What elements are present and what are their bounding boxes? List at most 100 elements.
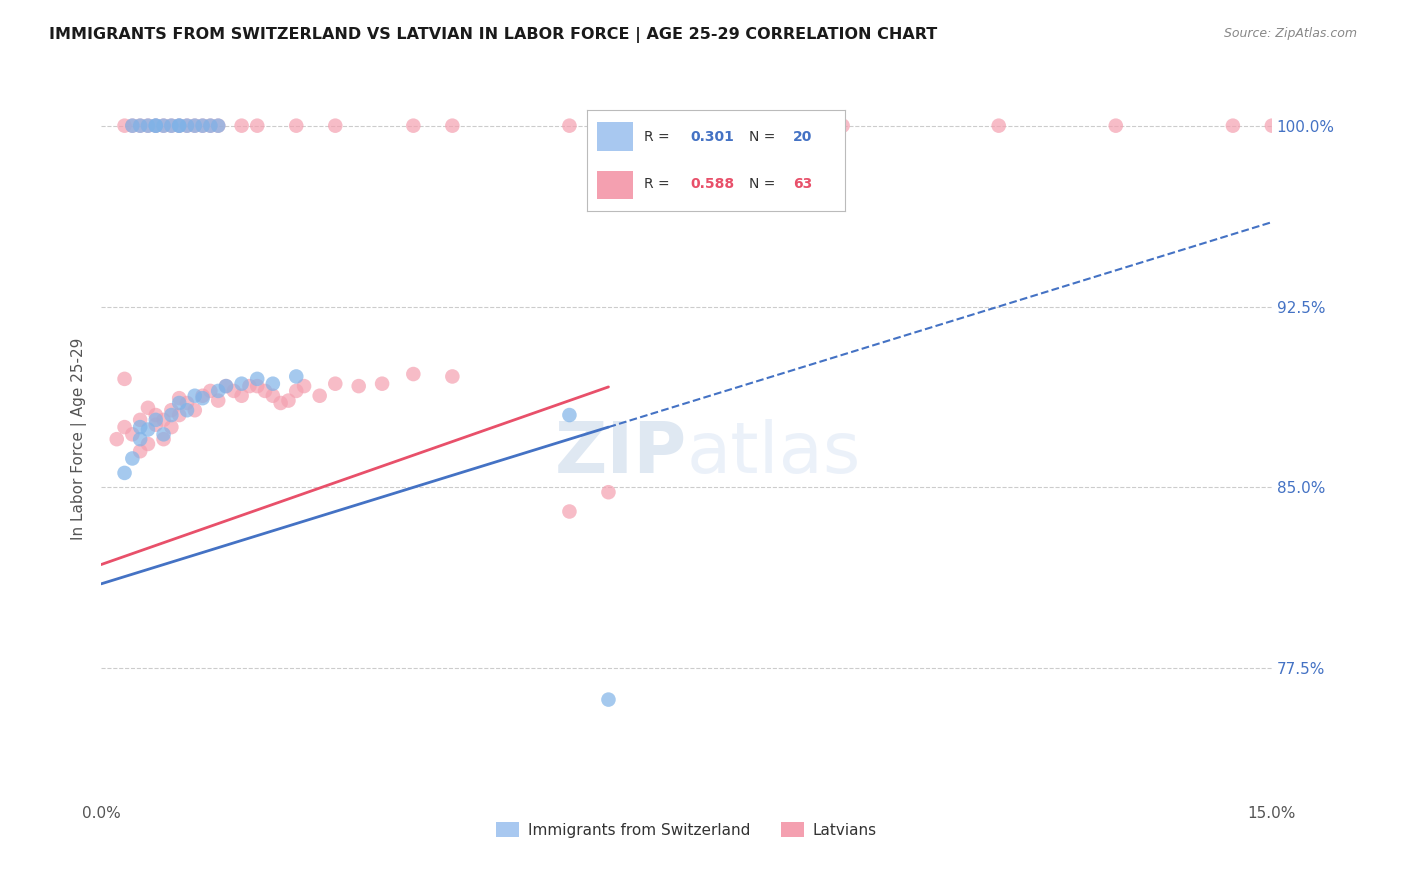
Point: [231, 119, 253, 133]
Point: [441, 119, 464, 133]
Point: [200, 119, 222, 133]
Point: [262, 376, 284, 391]
Point: [285, 369, 308, 384]
Point: [121, 119, 143, 133]
Y-axis label: In Labor Force | Age 25-29: In Labor Force | Age 25-29: [72, 338, 87, 541]
Point: [207, 393, 229, 408]
Point: [145, 417, 167, 432]
Point: [262, 389, 284, 403]
Point: [184, 389, 207, 403]
Point: [167, 408, 190, 422]
Point: [347, 379, 370, 393]
Point: [285, 384, 308, 398]
Point: [987, 119, 1010, 133]
Point: [598, 692, 620, 706]
Point: [145, 408, 167, 422]
Point: [191, 391, 214, 405]
Point: [105, 432, 128, 446]
Point: [145, 119, 167, 133]
Point: [231, 389, 253, 403]
Point: [129, 119, 152, 133]
Point: [167, 119, 190, 133]
Point: [207, 119, 229, 133]
Point: [145, 119, 167, 133]
Point: [160, 119, 183, 133]
Text: ZIP: ZIP: [554, 419, 686, 488]
Point: [145, 413, 167, 427]
Point: [191, 119, 214, 133]
Point: [254, 384, 277, 398]
Point: [167, 396, 190, 410]
Point: [152, 119, 174, 133]
Point: [323, 376, 346, 391]
Point: [114, 119, 136, 133]
Point: [152, 427, 174, 442]
Text: IMMIGRANTS FROM SWITZERLAND VS LATVIAN IN LABOR FORCE | AGE 25-29 CORRELATION CH: IMMIGRANTS FROM SWITZERLAND VS LATVIAN I…: [49, 27, 938, 43]
Point: [558, 408, 581, 422]
Point: [184, 403, 207, 417]
Point: [160, 403, 183, 417]
Point: [114, 466, 136, 480]
Point: [160, 408, 183, 422]
Point: [160, 420, 183, 434]
Point: [145, 119, 167, 133]
Point: [121, 451, 143, 466]
Point: [598, 485, 620, 500]
Point: [402, 367, 425, 381]
Point: [598, 119, 620, 133]
Point: [129, 420, 152, 434]
Point: [238, 379, 260, 393]
Point: [292, 379, 315, 393]
Point: [152, 432, 174, 446]
Point: [831, 119, 853, 133]
Point: [215, 379, 238, 393]
Point: [441, 369, 464, 384]
Point: [129, 432, 152, 446]
Text: Source: ZipAtlas.com: Source: ZipAtlas.com: [1223, 27, 1357, 40]
Legend: Immigrants from Switzerland, Latvians: Immigrants from Switzerland, Latvians: [489, 816, 883, 844]
Point: [207, 384, 229, 398]
Point: [121, 119, 143, 133]
Point: [200, 384, 222, 398]
Point: [285, 119, 308, 133]
Point: [129, 444, 152, 458]
Point: [176, 403, 198, 417]
Point: [215, 379, 238, 393]
Point: [136, 401, 159, 415]
Point: [246, 372, 269, 386]
Point: [1261, 119, 1284, 133]
Point: [114, 372, 136, 386]
Point: [114, 420, 136, 434]
Point: [176, 396, 198, 410]
Point: [191, 119, 214, 133]
Text: atlas: atlas: [686, 419, 860, 488]
Point: [184, 119, 207, 133]
Point: [136, 119, 159, 133]
Point: [277, 393, 299, 408]
Point: [558, 119, 581, 133]
Point: [152, 413, 174, 427]
Point: [323, 119, 346, 133]
Point: [176, 119, 198, 133]
Point: [200, 119, 222, 133]
Point: [222, 384, 245, 398]
Point: [246, 119, 269, 133]
Point: [402, 119, 425, 133]
Point: [121, 427, 143, 442]
Point: [371, 376, 394, 391]
Point: [136, 423, 159, 437]
Point: [167, 119, 190, 133]
Point: [176, 119, 198, 133]
Point: [136, 119, 159, 133]
Point: [129, 413, 152, 427]
Point: [270, 396, 292, 410]
Point: [207, 119, 229, 133]
Point: [160, 119, 183, 133]
Point: [184, 119, 207, 133]
Point: [167, 119, 190, 133]
Point: [793, 119, 815, 133]
Point: [558, 504, 581, 518]
Point: [167, 391, 190, 405]
Point: [129, 119, 152, 133]
Point: [191, 389, 214, 403]
